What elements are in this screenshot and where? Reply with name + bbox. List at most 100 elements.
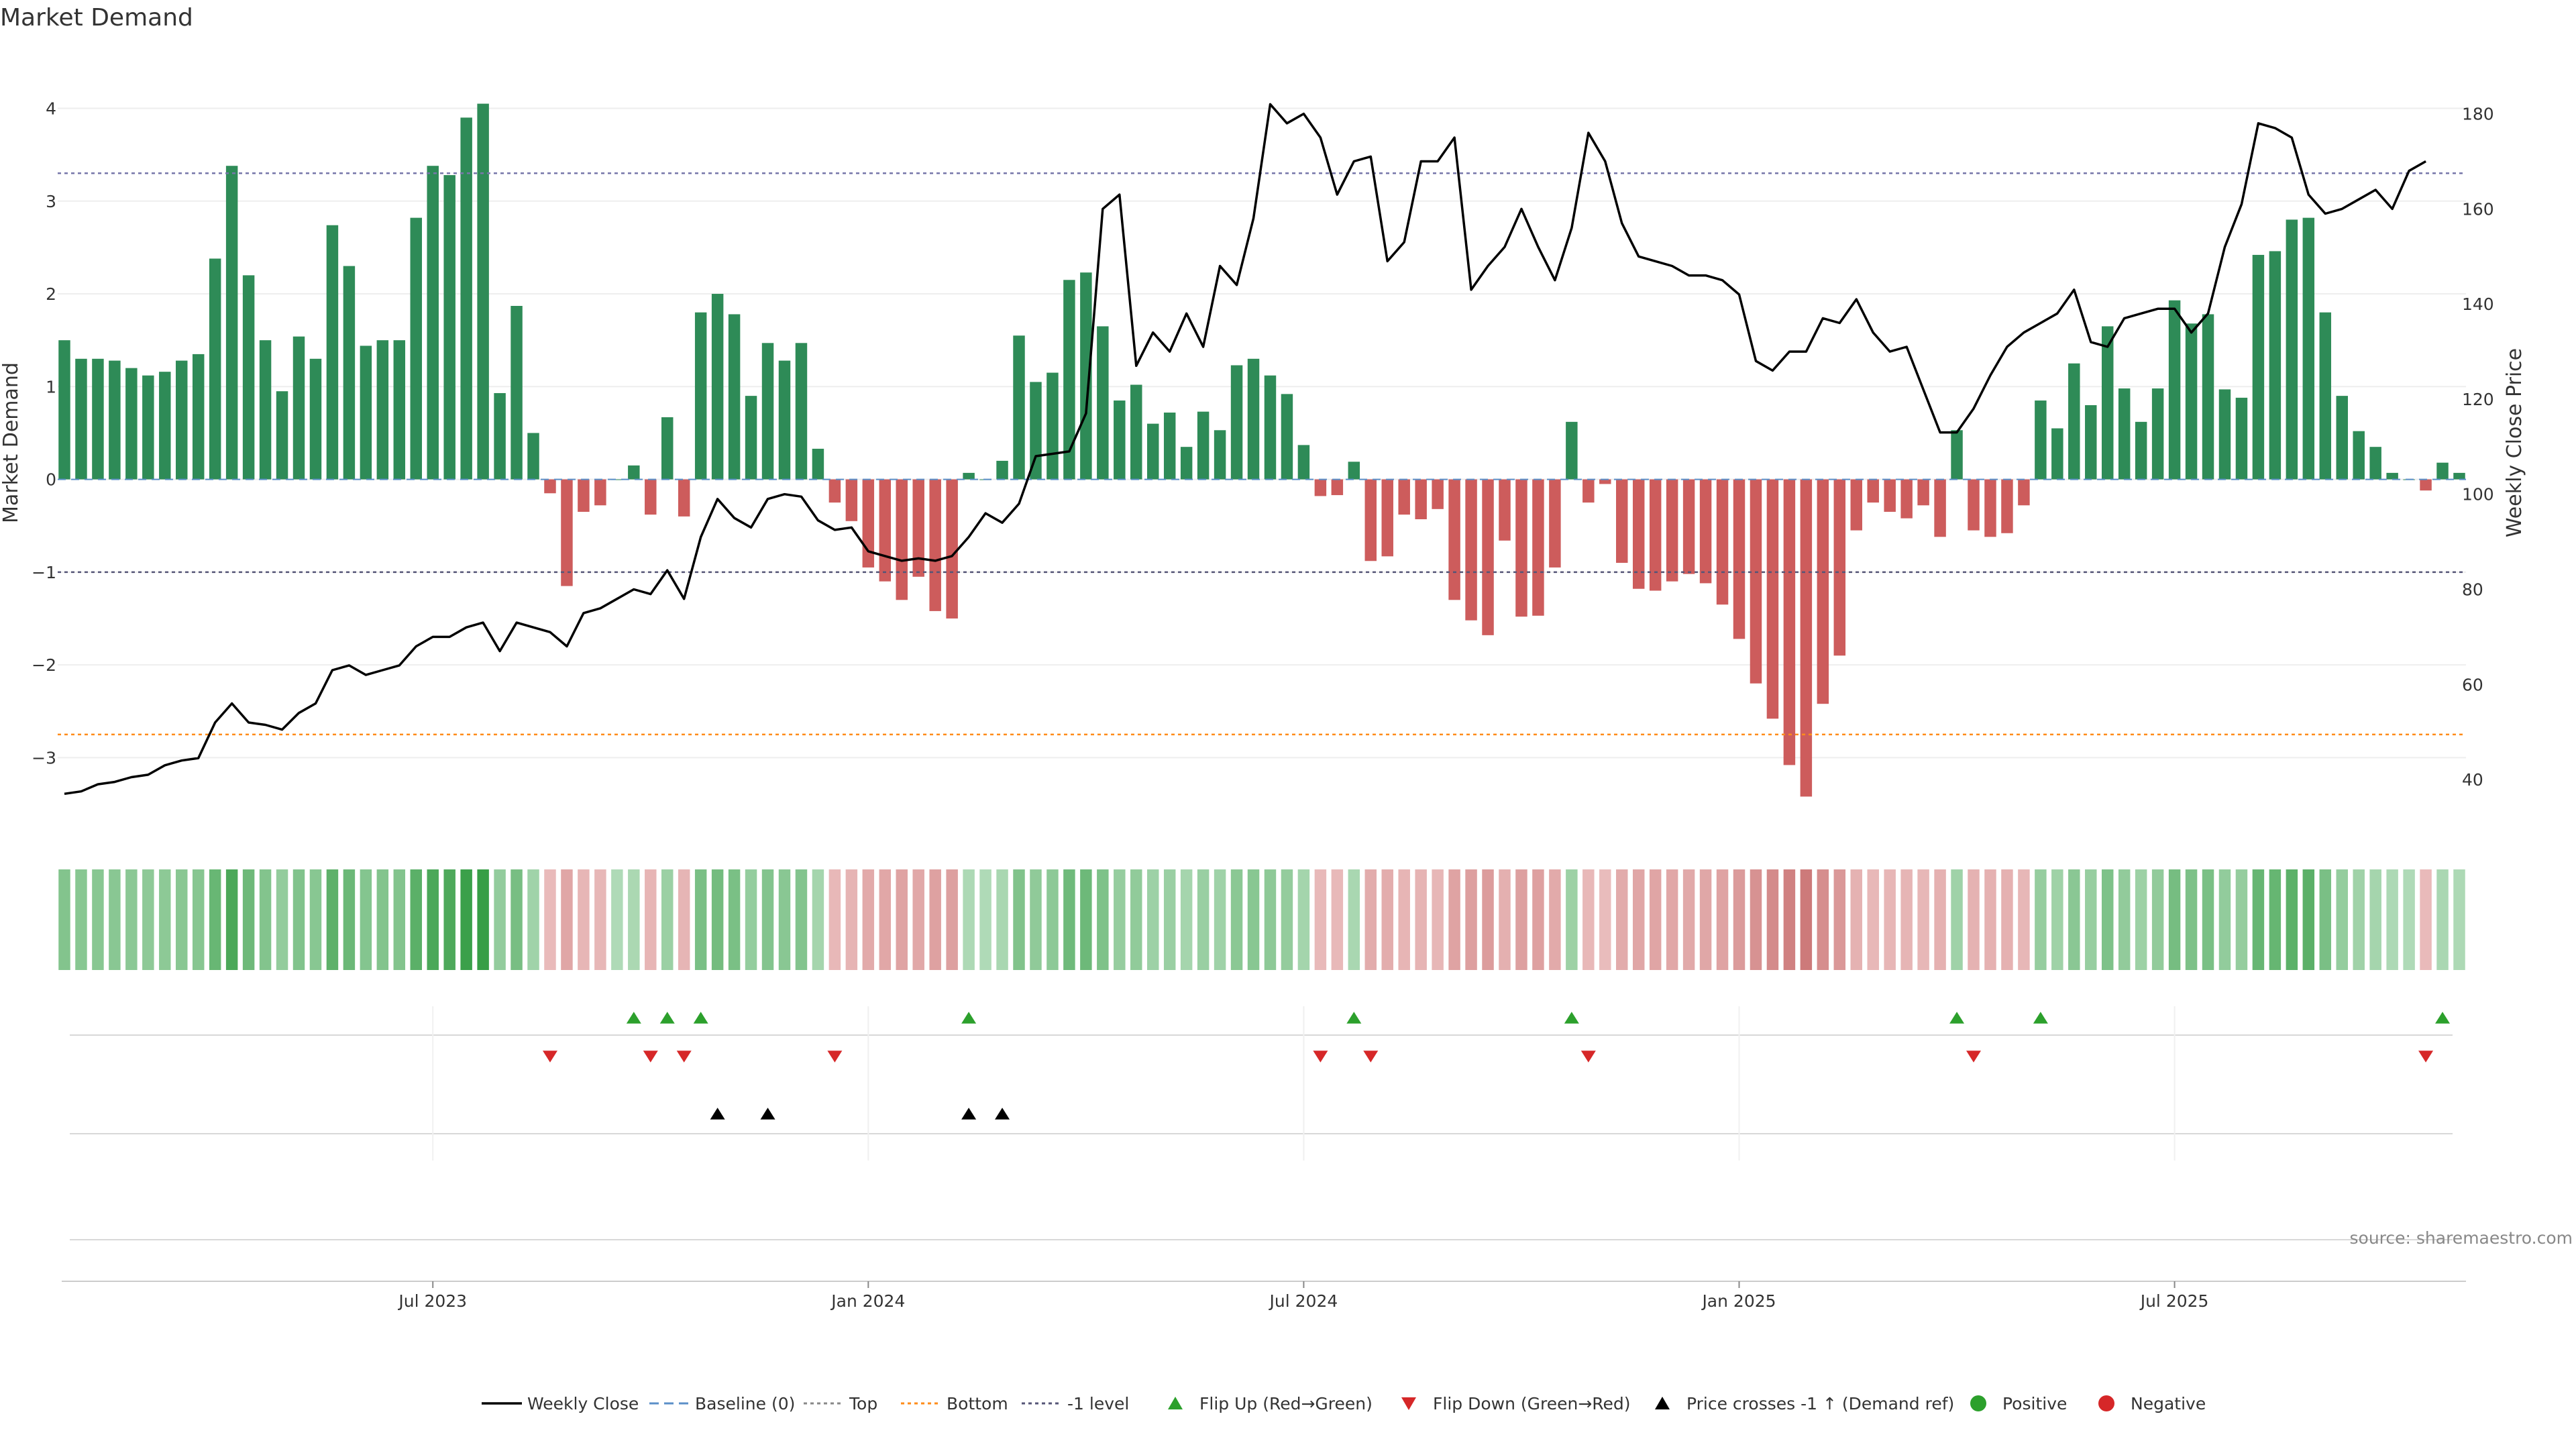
demand-bar	[225, 166, 238, 480]
demand-bar	[1448, 479, 1460, 600]
y-tick-label: −1	[32, 563, 56, 582]
legend-label: Bottom	[947, 1394, 1008, 1413]
legend-icon-circle	[2098, 1395, 2114, 1411]
flip-down-marker	[827, 1051, 843, 1063]
demand-bar	[2085, 405, 2097, 480]
heat-cell	[1465, 869, 1477, 970]
demand-bar	[879, 479, 892, 582]
demand-bar	[1331, 479, 1344, 496]
heat-cell	[1448, 869, 1460, 970]
demand-bar	[996, 460, 1008, 480]
demand-bar	[745, 396, 757, 480]
heat-cell	[125, 869, 138, 970]
source-note: source: sharemaestro.com	[2350, 1228, 2573, 1248]
demand-bar	[711, 294, 724, 480]
demand-bar	[1699, 479, 1712, 584]
demand-bar	[1934, 479, 1946, 537]
heat-cell	[1415, 869, 1427, 970]
heat-cell	[2018, 869, 2030, 970]
heat-cell	[1616, 869, 1628, 970]
demand-bar	[209, 258, 221, 480]
demand-bar	[1817, 479, 1829, 704]
heat-cell	[845, 869, 858, 970]
demand-bar	[1766, 479, 1779, 719]
demand-bar	[1549, 479, 1561, 568]
x-tick-label: Jul 2025	[2139, 1291, 2209, 1311]
demand-bar	[2453, 472, 2465, 480]
heat-cell	[1666, 869, 1678, 970]
heat-cell	[544, 869, 556, 970]
heat-cell	[1699, 869, 1712, 970]
heat-cell	[929, 869, 941, 970]
y-tick-label: −2	[32, 655, 56, 675]
y-tick-label: 3	[46, 192, 56, 211]
demand-bar	[1046, 372, 1059, 480]
legend-label: -1 level	[1067, 1394, 1129, 1413]
heat-cell	[2336, 869, 2348, 970]
heat-cell	[460, 869, 472, 970]
demand-bar	[963, 472, 975, 480]
demand-bar	[1146, 423, 1159, 480]
demand-bar	[309, 358, 322, 480]
heat-cell	[1432, 869, 1444, 970]
y-tick-label: 1	[46, 377, 56, 396]
demand-bar	[242, 275, 255, 480]
demand-bar	[1850, 479, 1862, 531]
heat-cell	[2085, 869, 2097, 970]
heat-cell	[2453, 869, 2465, 970]
heat-cell	[1566, 869, 1578, 970]
demand-bar	[678, 479, 690, 517]
heat-cell	[209, 869, 221, 970]
demand-bar	[343, 266, 356, 480]
demand-bar	[1398, 479, 1410, 515]
demand-bar	[1783, 479, 1796, 765]
heat-cell	[996, 869, 1008, 970]
flip-up-marker	[659, 1012, 675, 1024]
heat-cell	[1951, 869, 1963, 970]
heat-cell	[828, 869, 841, 970]
y2-axis-ticks: 180 160 140 120 100 80 60 40	[2462, 105, 2494, 790]
legend-label: Flip Up (Red→Green)	[1199, 1394, 1373, 1413]
heat-cell	[946, 869, 958, 970]
flip-down-marker	[643, 1051, 658, 1063]
legend-icon-circle	[1970, 1395, 1986, 1411]
heat-cell	[1398, 869, 1410, 970]
heat-cell	[427, 869, 439, 970]
heat-cell	[1146, 869, 1159, 970]
heat-cell	[1063, 869, 1075, 970]
demand-bar	[1716, 479, 1729, 605]
heat-cell	[1884, 869, 1896, 970]
heat-cell	[1968, 869, 1980, 970]
heat-cell	[1130, 869, 1142, 970]
heat-cell	[1800, 869, 1813, 970]
heat-cell	[1114, 869, 1126, 970]
y2-tick-label: 100	[2462, 485, 2494, 504]
legend-label: Weekly Close	[527, 1394, 639, 1413]
demand-bar	[1247, 358, 1260, 480]
flip-up-marker	[961, 1012, 977, 1024]
heat-cell	[142, 869, 154, 970]
demand-bar	[58, 340, 70, 480]
heat-cell	[2269, 869, 2282, 970]
demand-bar	[125, 368, 138, 480]
demand-bar	[2218, 389, 2231, 480]
flip-up-marker	[1564, 1012, 1579, 1024]
heat-cell	[1682, 869, 1695, 970]
demand-bar	[1264, 375, 1277, 480]
demand-bar	[1197, 411, 1210, 480]
heat-cell	[678, 869, 690, 970]
x-axis: Jul 2023 Jan 2024 Jul 2024 Jan 2025 Jul 2025	[62, 1281, 2466, 1311]
heat-cell	[1733, 869, 1746, 970]
heat-cell	[1080, 869, 1092, 970]
demand-bar	[1599, 479, 1611, 484]
heat-cell	[2168, 869, 2181, 970]
heat-cell	[1482, 869, 1494, 970]
heat-cell	[979, 869, 991, 970]
heat-cell	[1934, 869, 1946, 970]
demand-bar	[477, 103, 489, 480]
flip-down-marker	[542, 1051, 557, 1063]
demand-bar	[527, 433, 539, 480]
heat-cell	[1515, 869, 1527, 970]
flip-down-marker	[1966, 1051, 1982, 1063]
demand-bar	[2168, 300, 2181, 480]
